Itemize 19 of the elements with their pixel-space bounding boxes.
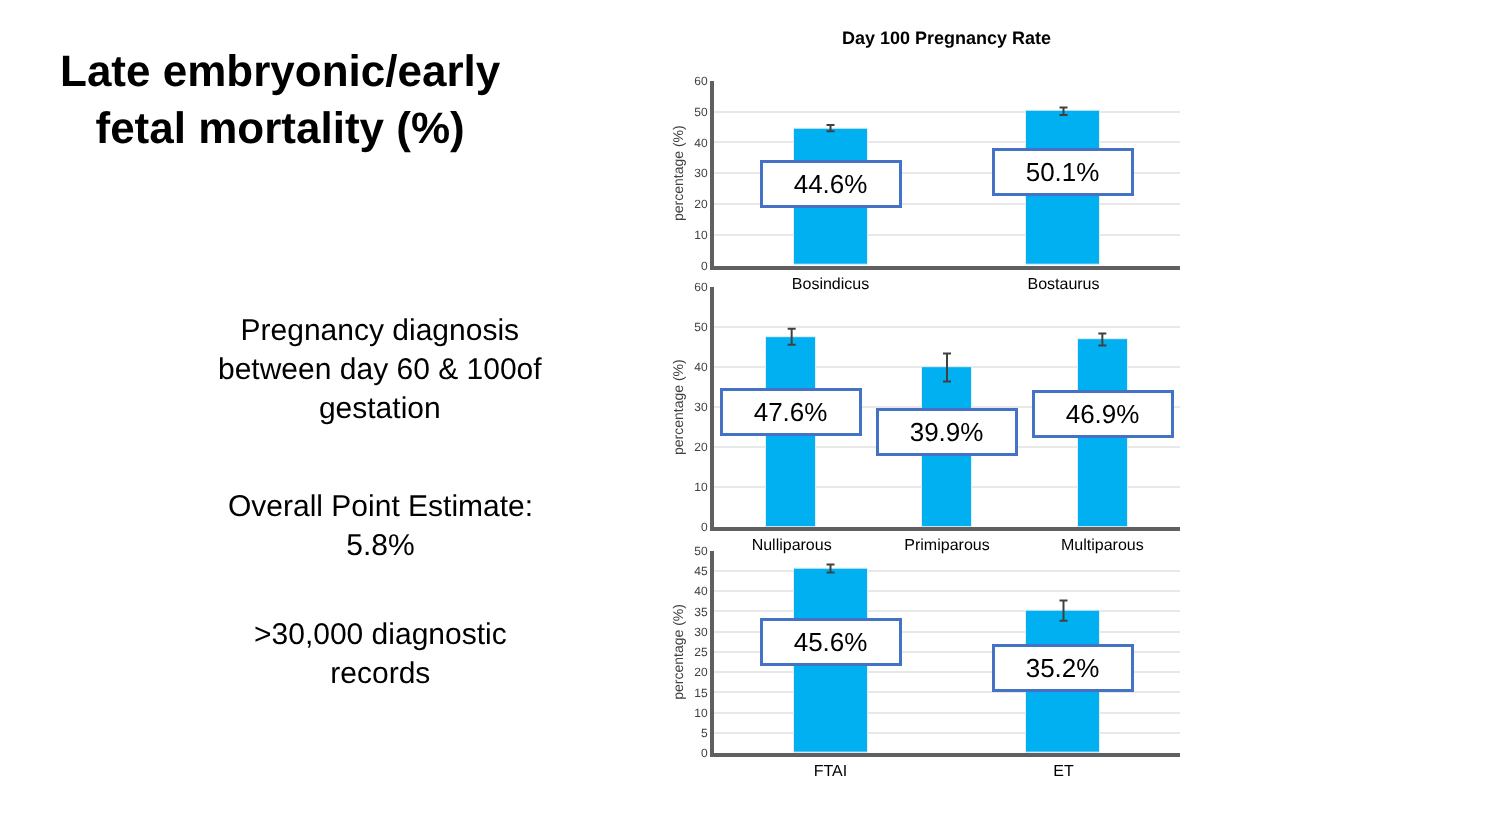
data-label: 46.9% bbox=[1065, 399, 1141, 429]
data-label: 44.6% bbox=[793, 169, 869, 199]
data-label: 50.1% bbox=[1025, 157, 1101, 187]
x-tick-label: Nulliparous bbox=[751, 536, 832, 555]
text: Pregnancy diagnosis between day 60 & 100of gestation bbox=[218, 314, 544, 426]
text: >30,000 diagnostic records bbox=[254, 618, 508, 691]
x-tick-label: FTAI bbox=[813, 762, 848, 781]
text: Overall Point Estimate: 5.8% bbox=[228, 490, 534, 563]
data-label: 47.6% bbox=[753, 397, 829, 427]
x-tick-label: Primiparous bbox=[904, 536, 990, 555]
data-label: 35.2% bbox=[1025, 653, 1101, 683]
data-label: 45.6% bbox=[793, 627, 869, 657]
chart-title: Day 100 Pregnancy Rate bbox=[842, 28, 1052, 48]
data-label: 39.9% bbox=[909, 417, 985, 447]
text: Late embryonic/early fetal mortality (%) bbox=[60, 46, 502, 154]
x-tick-label: Bostaurus bbox=[1027, 274, 1100, 293]
x-tick-label: ET bbox=[1053, 762, 1074, 781]
x-tick-label: Bosindicus bbox=[791, 274, 870, 293]
x-tick-label: Multiparous bbox=[1060, 536, 1144, 555]
